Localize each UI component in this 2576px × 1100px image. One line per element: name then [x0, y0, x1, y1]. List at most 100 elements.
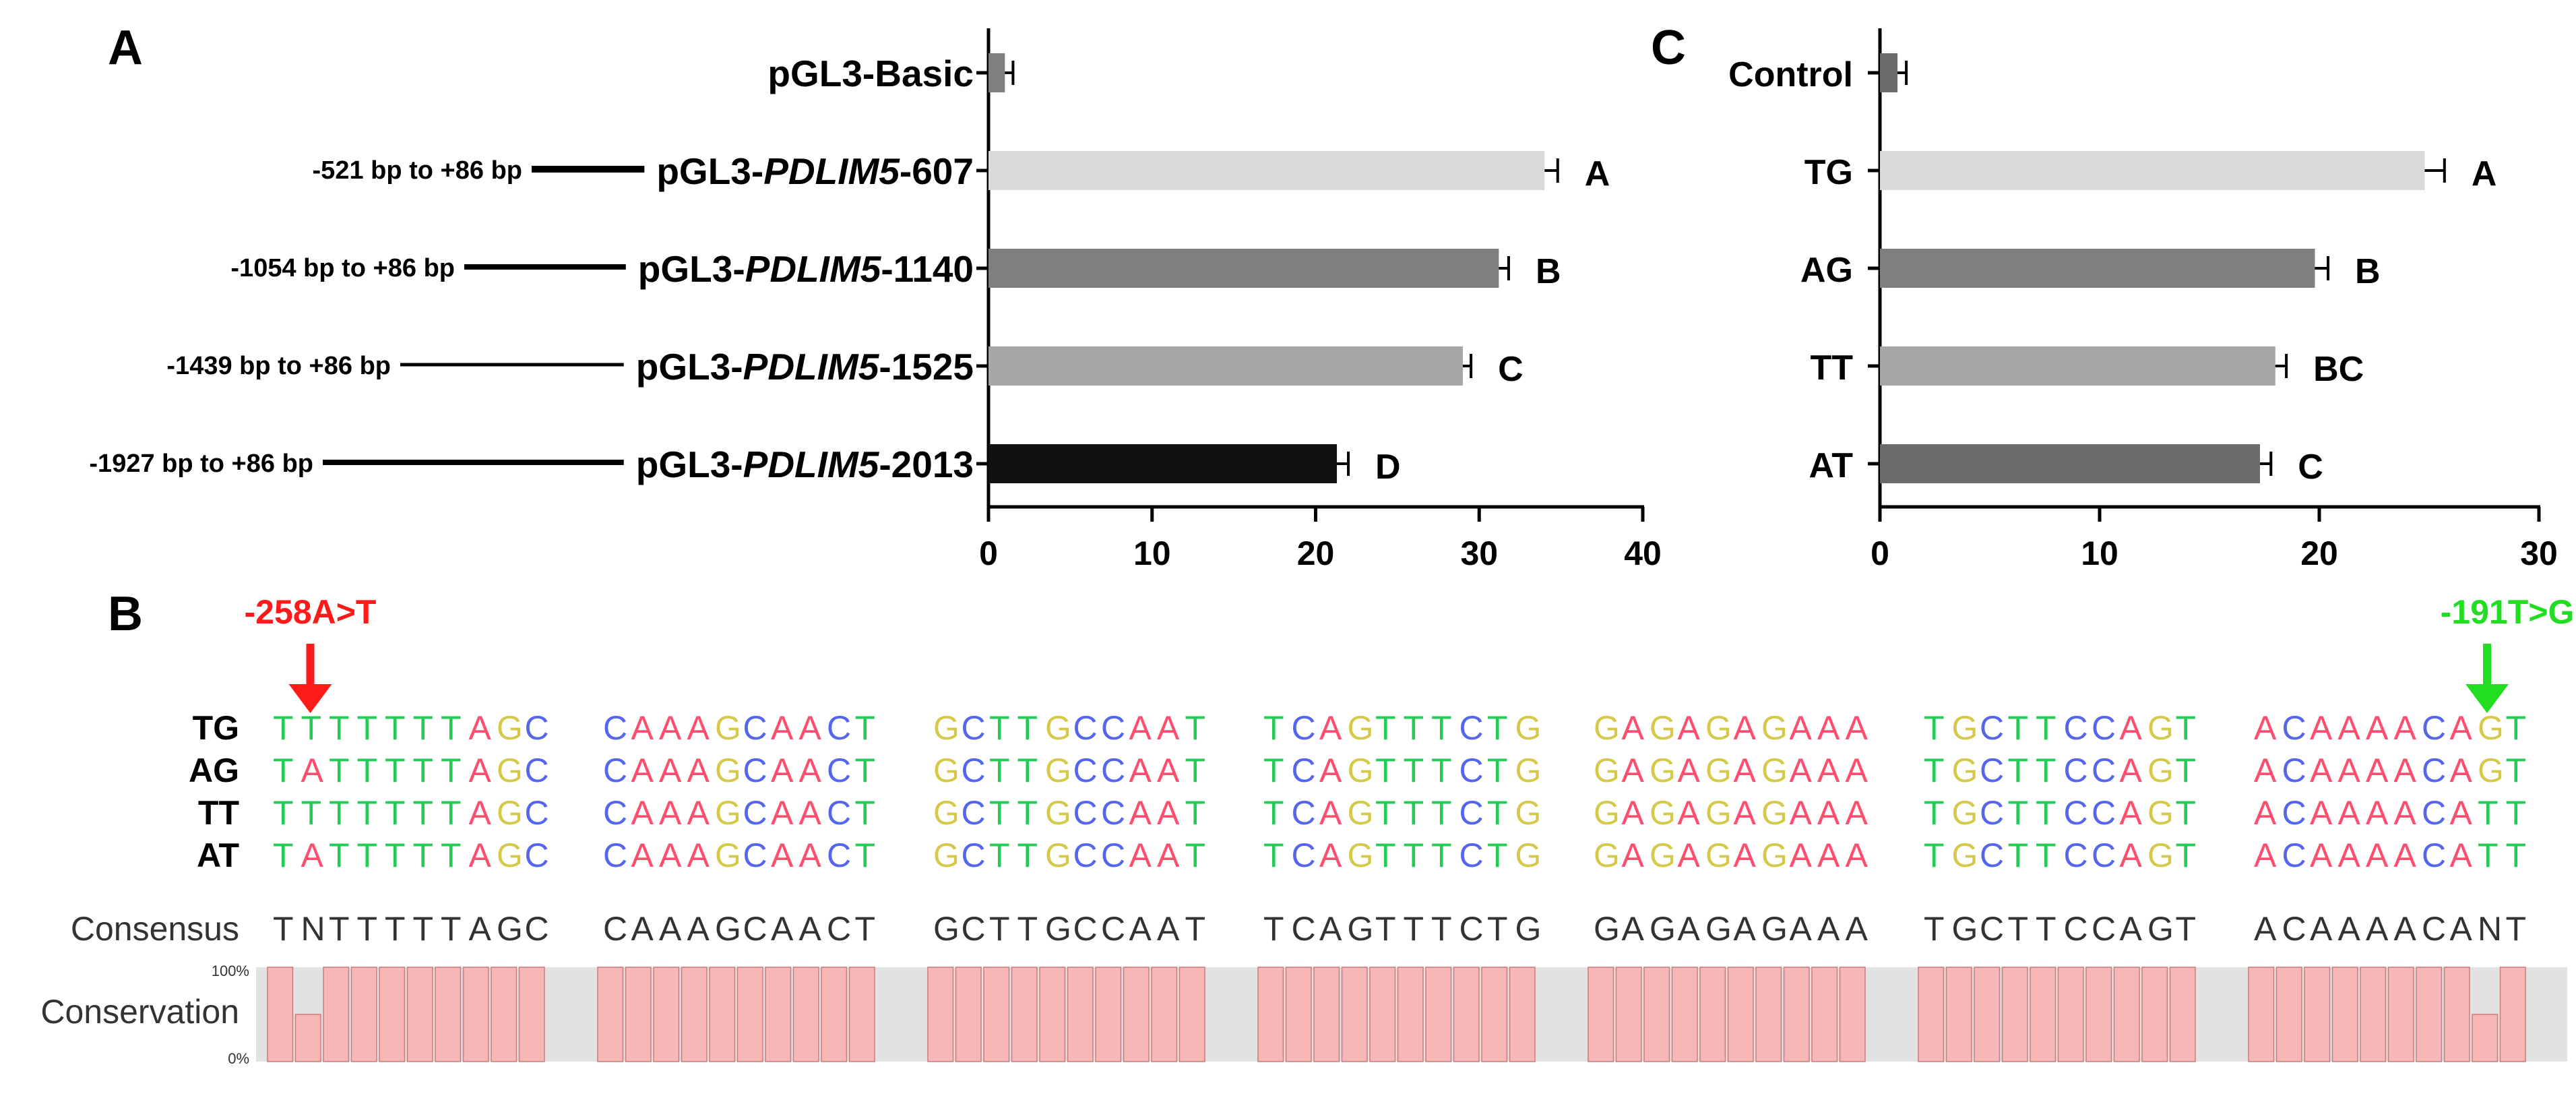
- conservation-bar: [983, 967, 1010, 1062]
- construct-range-label: -521 bp to +86 bp: [313, 156, 522, 185]
- x-tick-label: 10: [2081, 534, 2118, 572]
- construct-range-label: -1439 bp to +86 bp: [166, 352, 391, 380]
- consensus-block: GC T T GC C A A T: [933, 910, 1205, 948]
- category-label: TG: [1804, 153, 1853, 192]
- conservation-bar: [1974, 967, 2001, 1062]
- conservation-bar: [709, 967, 736, 1062]
- conservation-bar: [597, 967, 624, 1062]
- sequence-block: GA GA GA GA A A: [1594, 709, 1868, 747]
- sequence-row-label: AG: [189, 752, 239, 789]
- sequence-block: T A T T T T T A GC: [273, 836, 549, 874]
- bar: [988, 444, 1338, 483]
- conservation-bar: [1179, 967, 1205, 1062]
- sequence-block: C A A A GC A A C T: [603, 836, 875, 874]
- consensus-block: C A A A GC A A C T: [603, 910, 875, 948]
- sequence-block: GC T T GC C A A T: [933, 794, 1205, 832]
- sequence-block: T C A GT T T C T G: [1263, 836, 1541, 874]
- consensus-block: T C A GT T T C T G: [1263, 910, 1541, 948]
- bar: [988, 151, 1545, 190]
- conservation-bar: [1123, 967, 1150, 1062]
- sequence-block: GC T T GC C A A T: [933, 709, 1205, 747]
- conservation-bar: [267, 967, 294, 1062]
- conservation-bar: [2030, 967, 2056, 1062]
- category-label: pGL3-PDLIM5-1525: [636, 346, 974, 388]
- conservation-bar: [1643, 967, 1670, 1062]
- x-tick-label: 30: [1460, 534, 1498, 572]
- sequence-block: A C A A A A C A GT: [2254, 709, 2526, 747]
- conservation-bar: [2331, 967, 2358, 1062]
- bar: [988, 249, 1499, 288]
- conservation-bar: [927, 967, 954, 1062]
- conservation-bar: [1011, 967, 1038, 1062]
- construct-range-label: -1927 bp to +86 bp: [89, 450, 313, 478]
- sequence-block: A C A A A A C A GT: [2254, 752, 2526, 789]
- consensus-block: T N T T T T T A GC: [273, 910, 549, 948]
- category-label: pGL3-PDLIM5-607: [656, 150, 974, 192]
- consensus-block: GA GA GA GA A A: [1594, 910, 1868, 948]
- consensus-block: T GC T T C C A GT: [1924, 910, 2196, 948]
- category-label: pGL3-PDLIM5-1140: [638, 248, 974, 290]
- conservation-bar: [2001, 967, 2028, 1062]
- sequence-block: T GC T T C C A GT: [1924, 752, 2196, 789]
- consensus-label: Consensus: [71, 910, 239, 948]
- bar: [1880, 53, 1898, 92]
- category-label: pGL3-PDLIM5-2013: [636, 444, 974, 485]
- category-label: AG: [1800, 251, 1853, 290]
- conservation-bar: [2248, 967, 2275, 1062]
- x-tick-label: 0: [979, 534, 998, 572]
- conservation-bar: [955, 967, 982, 1062]
- sequence-block: T GC T T C C A GT: [1924, 794, 2196, 832]
- conservation-bar: [1341, 967, 1368, 1062]
- conservation-bar: [323, 967, 350, 1062]
- conservation-top-label: 100%: [212, 963, 249, 979]
- sequence-row-label: TG: [193, 709, 239, 747]
- sequence-block: T C A GT T T C T G: [1263, 709, 1541, 747]
- significance-label: C: [2298, 448, 2323, 487]
- significance-label: A: [2472, 154, 2497, 193]
- conservation-bar: [1699, 967, 1726, 1062]
- panel-label-b: B: [108, 587, 143, 641]
- conservation-bar: [1588, 967, 1614, 1062]
- conservation-bar: [2387, 967, 2414, 1062]
- conservation-bar: [1755, 967, 1782, 1062]
- x-tick-label: 10: [1133, 534, 1171, 572]
- conservation-bar: [1839, 967, 1866, 1062]
- sequence-block: GA GA GA GA A A: [1594, 794, 1868, 832]
- sequence-block: GC T T GC C A A T: [933, 752, 1205, 789]
- conservation-bar: [2472, 1014, 2499, 1062]
- conservation-bar: [1039, 967, 1066, 1062]
- sequence-block: C A A A GC A A C T: [603, 752, 875, 789]
- conservation-bar: [1615, 967, 1642, 1062]
- conservation-bar: [2360, 967, 2387, 1062]
- bar: [1880, 444, 2260, 483]
- sequence-block: T C A GT T T C T G: [1263, 752, 1541, 789]
- conservation-bar: [1509, 967, 1536, 1062]
- conservation-bar: [821, 967, 848, 1062]
- x-tick-label: 0: [1871, 534, 1889, 572]
- conservation-bar: [1257, 967, 1284, 1062]
- conservation-bar: [350, 967, 377, 1062]
- conservation-bar: [1397, 967, 1424, 1062]
- mutation-label-left: -258A>T: [245, 593, 377, 631]
- conservation-bar: [1095, 967, 1122, 1062]
- category-label: Control: [1728, 55, 1853, 94]
- conservation-bar: [681, 967, 708, 1062]
- conservation-bar: [2499, 967, 2526, 1062]
- conservation-bar: [1313, 967, 1340, 1062]
- conservation-bar: [625, 967, 652, 1062]
- sequence-block: T T T T T T T A GC: [273, 794, 549, 832]
- conservation-bar: [2304, 967, 2331, 1062]
- sequence-block: GA GA GA GA A A: [1594, 836, 1868, 874]
- significance-label: A: [1585, 154, 1610, 193]
- conservation-bar: [1481, 967, 1508, 1062]
- sequence-block: C A A A GC A A C T: [603, 794, 875, 832]
- conservation-bar: [2113, 967, 2140, 1062]
- sequence-block: C A A A GC A A C T: [603, 709, 875, 747]
- sequence-block: GA GA GA GA A A: [1594, 752, 1868, 789]
- conservation-bar: [1671, 967, 1698, 1062]
- panel-label-c: C: [1651, 21, 1686, 75]
- conservation-label: Conservation: [40, 993, 239, 1031]
- bar: [988, 346, 1463, 386]
